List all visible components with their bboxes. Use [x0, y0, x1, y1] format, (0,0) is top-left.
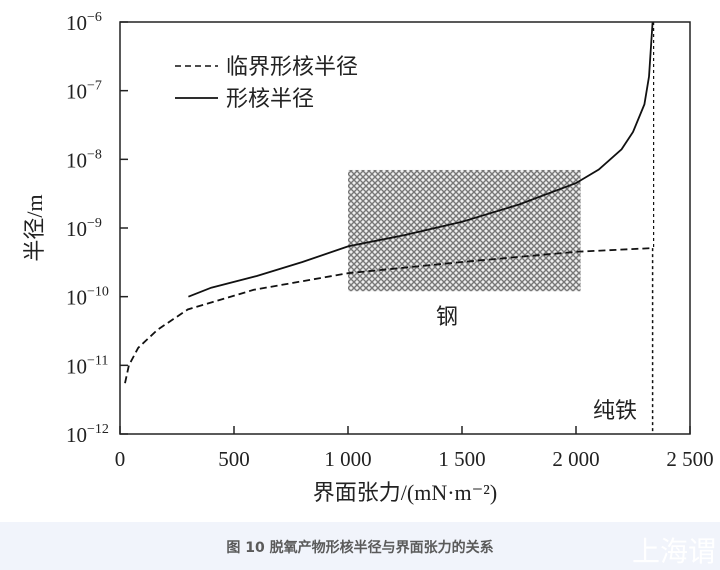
legend-label-nucleation-radius: 形核半径 — [226, 86, 314, 111]
y-tick-label: 10−11 — [66, 353, 108, 378]
x-tick-label: 0 — [115, 447, 126, 471]
x-axis-label: 界面张力/(mN·m⁻²) — [313, 480, 497, 505]
y-tick-exponent: −8 — [87, 147, 102, 162]
y-tick-label: 10−8 — [66, 147, 102, 172]
x-tick-label: 500 — [218, 447, 250, 471]
y-tick-exponent: −10 — [87, 285, 109, 300]
figure-caption: 图 10 脱氧产物形核半径与界面张力的关系 — [226, 540, 494, 556]
y-tick-label: 10−7 — [66, 79, 102, 104]
y-tick-label: 10−9 — [66, 216, 102, 241]
annotation-pure-iron: 纯铁 — [593, 398, 637, 423]
legend-label-critical-radius: 临界形核半径 — [226, 54, 358, 79]
y-axis-label: 半径/m — [22, 194, 47, 261]
x-tick-label: 2 500 — [666, 447, 713, 471]
x-tick-label: 1 500 — [438, 447, 485, 471]
series-line-critical-radius — [124, 247, 653, 384]
y-tick-label: 10−10 — [66, 285, 109, 310]
y-tick-label: 10−12 — [66, 422, 109, 447]
y-tick-exponent: −11 — [87, 353, 108, 368]
y-tick-exponent: −9 — [87, 216, 102, 231]
legend: 临界形核半径 形核半径 — [175, 54, 358, 111]
y-tick-exponent: −12 — [87, 422, 109, 437]
y-tick-exponent: −7 — [87, 79, 102, 94]
x-tick-label: 1 000 — [324, 447, 371, 471]
series-line-nucleation-radius — [188, 21, 654, 298]
annotation-steel: 钢 — [436, 304, 458, 329]
y-tick-label: 10−6 — [66, 10, 102, 35]
x-tick-label: 2 000 — [552, 447, 599, 471]
steel-hatched-region — [348, 169, 581, 292]
watermark: 上海谓 — [632, 535, 717, 568]
chart: 0 500 1 000 1 500 2 000 2 500 10−12 10−11 10−10 1… — [22, 10, 714, 505]
caption-bar: 图 10 脱氧产物形核半径与界面张力的关系 上海谓 — [0, 522, 720, 570]
y-tick-exponent: −6 — [87, 10, 102, 25]
